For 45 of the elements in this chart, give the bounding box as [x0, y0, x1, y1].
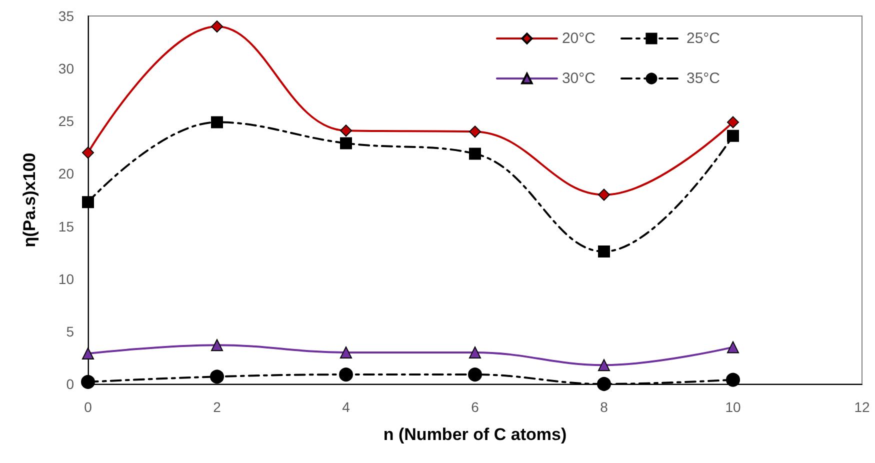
legend-label: 30°C	[562, 70, 596, 87]
y-tick-label: 20	[58, 166, 74, 182]
legend-label: 25°C	[686, 30, 720, 47]
point	[598, 359, 610, 372]
y-tick-label: 35	[58, 8, 74, 24]
y-tick-label: 5	[66, 323, 74, 340]
point	[727, 130, 739, 142]
point	[82, 348, 94, 360]
x-tick-label: 4	[342, 399, 350, 415]
x-axis-title: n (Number of C atoms)	[383, 425, 567, 444]
y-axis-title: η(Pa.s)x100	[20, 152, 39, 248]
point	[211, 116, 223, 128]
y-tick-label: 0	[66, 376, 74, 392]
x-tick-label: 10	[725, 399, 741, 415]
point	[211, 339, 223, 352]
x-tick-label: 8	[600, 399, 608, 415]
x-tick-label: 2	[213, 399, 222, 415]
point	[468, 368, 482, 382]
point	[81, 374, 95, 389]
point	[598, 188, 610, 201]
point	[82, 146, 94, 159]
point	[726, 372, 740, 387]
legend-label: 35°C	[686, 70, 720, 87]
y-tick-label: 10	[58, 270, 74, 287]
point	[340, 346, 352, 358]
x-tick-label: 6	[471, 399, 480, 415]
point	[210, 370, 224, 384]
x-tick-label: 0	[84, 399, 92, 415]
point	[340, 124, 352, 137]
x-tick-label: 12	[854, 399, 870, 415]
y-tick-label: 30	[58, 60, 74, 77]
point	[598, 246, 610, 258]
point	[597, 377, 611, 391]
y-tick-label: 25	[58, 113, 74, 130]
point	[469, 346, 481, 358]
point	[211, 20, 223, 33]
point	[727, 341, 739, 354]
point	[727, 116, 739, 128]
legend-label: 20°C	[562, 30, 596, 47]
point	[469, 148, 481, 160]
point	[469, 126, 481, 138]
point	[340, 137, 352, 150]
y-tick-label: 15	[58, 218, 74, 234]
point	[82, 196, 94, 208]
point	[339, 368, 353, 382]
